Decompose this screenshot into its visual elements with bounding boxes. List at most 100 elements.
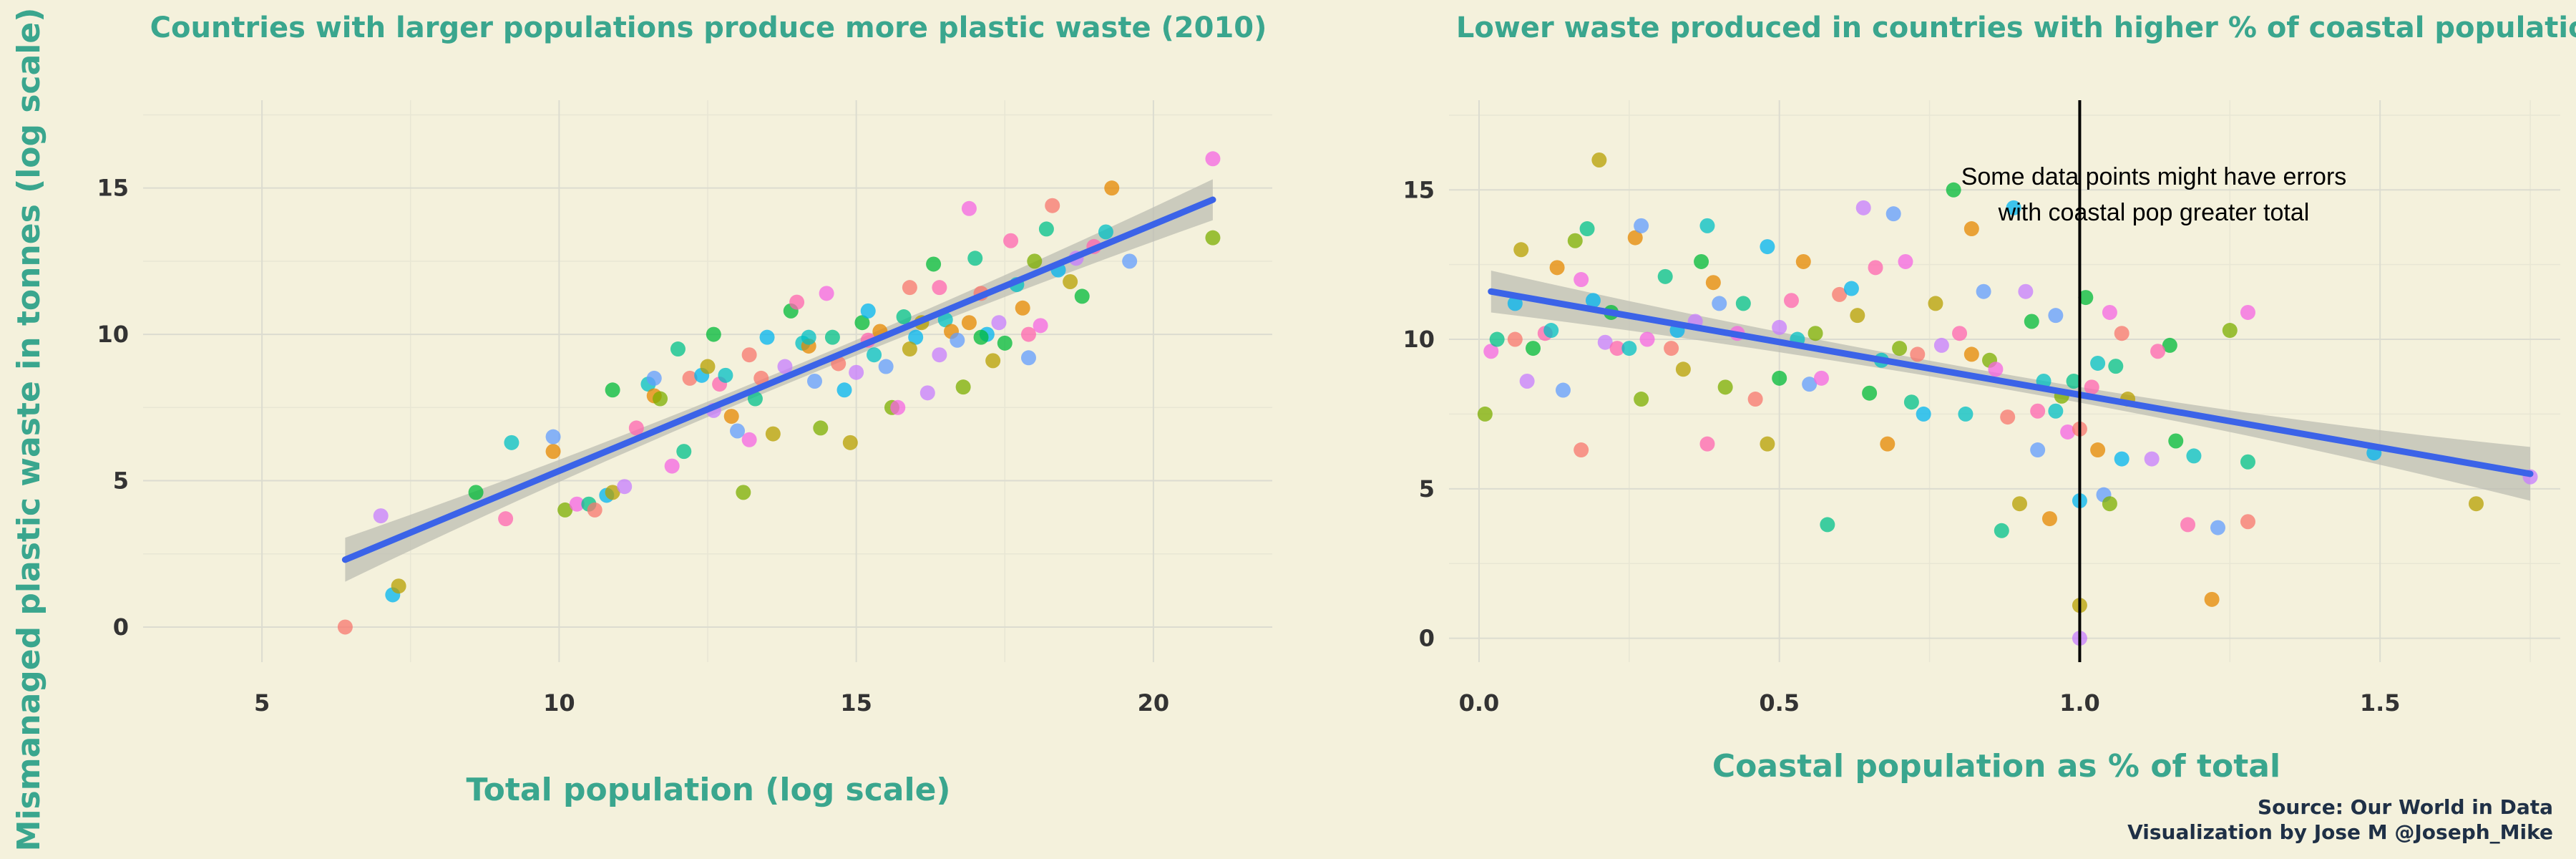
data-point <box>1747 392 1763 407</box>
data-point <box>1585 293 1601 309</box>
data-point <box>824 329 840 345</box>
y-tick-labels-left: 0 5 10 15 <box>97 175 129 641</box>
chart-title-left: Countries with larger populations produc… <box>150 11 1267 44</box>
data-point <box>1020 350 1036 366</box>
data-point <box>2114 451 2129 467</box>
data-point <box>1933 337 1949 353</box>
data-point <box>569 496 585 512</box>
data-point <box>1003 233 1019 248</box>
data-point <box>391 578 406 594</box>
data-point <box>2222 323 2238 339</box>
data-point <box>801 329 816 345</box>
data-point <box>932 280 947 296</box>
data-point <box>498 511 514 527</box>
trend-line-right <box>1488 288 2534 477</box>
data-point <box>2240 454 2255 470</box>
data-point <box>373 508 389 524</box>
data-point <box>2048 308 2064 324</box>
data-point <box>2006 200 2021 215</box>
data-point <box>504 435 519 450</box>
scatter-points-left <box>337 151 1221 635</box>
data-point <box>736 485 751 500</box>
data-point <box>1639 331 1655 347</box>
y-tick-label: 15 <box>97 175 129 202</box>
x-tick-label: 1.0 <box>2059 689 2100 717</box>
data-point <box>896 309 912 325</box>
data-point <box>1946 182 1961 198</box>
data-point <box>2468 496 2484 512</box>
trend-line <box>341 196 1216 563</box>
y-tick-label: 0 <box>1419 625 1435 652</box>
data-point <box>646 370 662 386</box>
data-point <box>1868 260 1883 276</box>
data-point <box>919 385 935 401</box>
data-point <box>1015 300 1030 316</box>
x-axis-label-left: Total population (log scale) <box>466 772 950 808</box>
data-point <box>1020 326 1036 342</box>
data-point <box>2011 496 2027 512</box>
data-point <box>1038 221 1054 237</box>
data-point <box>2186 448 2202 464</box>
data-point <box>1717 379 1733 395</box>
data-point <box>1549 260 1565 276</box>
data-point <box>1483 344 1499 359</box>
data-point <box>545 429 561 445</box>
data-point <box>670 341 686 357</box>
caption-source: Source: Our World in Data <box>2258 795 2553 819</box>
data-point <box>1063 273 1078 289</box>
data-point <box>2041 511 2057 527</box>
data-point <box>997 335 1013 351</box>
data-point <box>1591 152 1607 168</box>
data-point <box>2168 433 2184 449</box>
data-point <box>1513 242 1529 258</box>
data-point <box>967 251 983 266</box>
data-point <box>2078 290 2094 306</box>
data-point <box>1988 361 2004 377</box>
data-point <box>718 367 733 383</box>
x-axis-label-right: Coastal population as % of total <box>1712 748 2280 785</box>
data-point <box>2114 326 2129 341</box>
y-tick-label: 10 <box>97 321 129 348</box>
data-point <box>2084 379 2099 395</box>
data-point <box>878 359 894 374</box>
trend-line <box>1488 288 2534 477</box>
data-point <box>676 444 692 460</box>
data-point <box>1597 334 1613 350</box>
data-point <box>1634 392 1649 407</box>
data-point <box>2048 403 2064 419</box>
x-tick-label: 5 <box>254 689 270 717</box>
data-point <box>991 315 1007 331</box>
data-point <box>682 370 698 386</box>
x-tick-label: 1.5 <box>2360 689 2401 717</box>
data-point <box>2000 409 2016 425</box>
data-point <box>926 256 942 272</box>
data-point <box>545 444 561 460</box>
data-point <box>1205 230 1221 246</box>
data-point <box>605 485 620 500</box>
data-point <box>1813 370 1829 386</box>
data-point <box>759 329 775 345</box>
data-point <box>1507 296 1523 311</box>
data-point <box>557 502 573 518</box>
data-point <box>955 379 971 395</box>
annotation-line-1: Some data points might have errors <box>1961 163 2347 190</box>
y-tick-label: 5 <box>113 467 129 495</box>
data-point <box>1657 268 1673 284</box>
data-point <box>741 432 757 447</box>
data-point <box>1699 436 1715 452</box>
data-point <box>1579 221 1595 237</box>
data-point <box>985 353 1001 369</box>
data-point <box>961 200 977 216</box>
chart-population-vs-waste: Countries with larger populations produc… <box>97 11 1272 808</box>
data-point <box>664 458 680 474</box>
data-point <box>2018 283 2034 299</box>
data-point <box>1928 296 1943 311</box>
data-point <box>1910 346 1926 362</box>
data-point <box>932 347 947 363</box>
x-tick-label: 0.5 <box>1759 689 1800 717</box>
data-point <box>1862 385 1878 401</box>
data-point <box>961 315 977 331</box>
data-point <box>1963 221 1979 237</box>
data-point <box>1122 253 1138 269</box>
data-point <box>1916 406 1931 422</box>
